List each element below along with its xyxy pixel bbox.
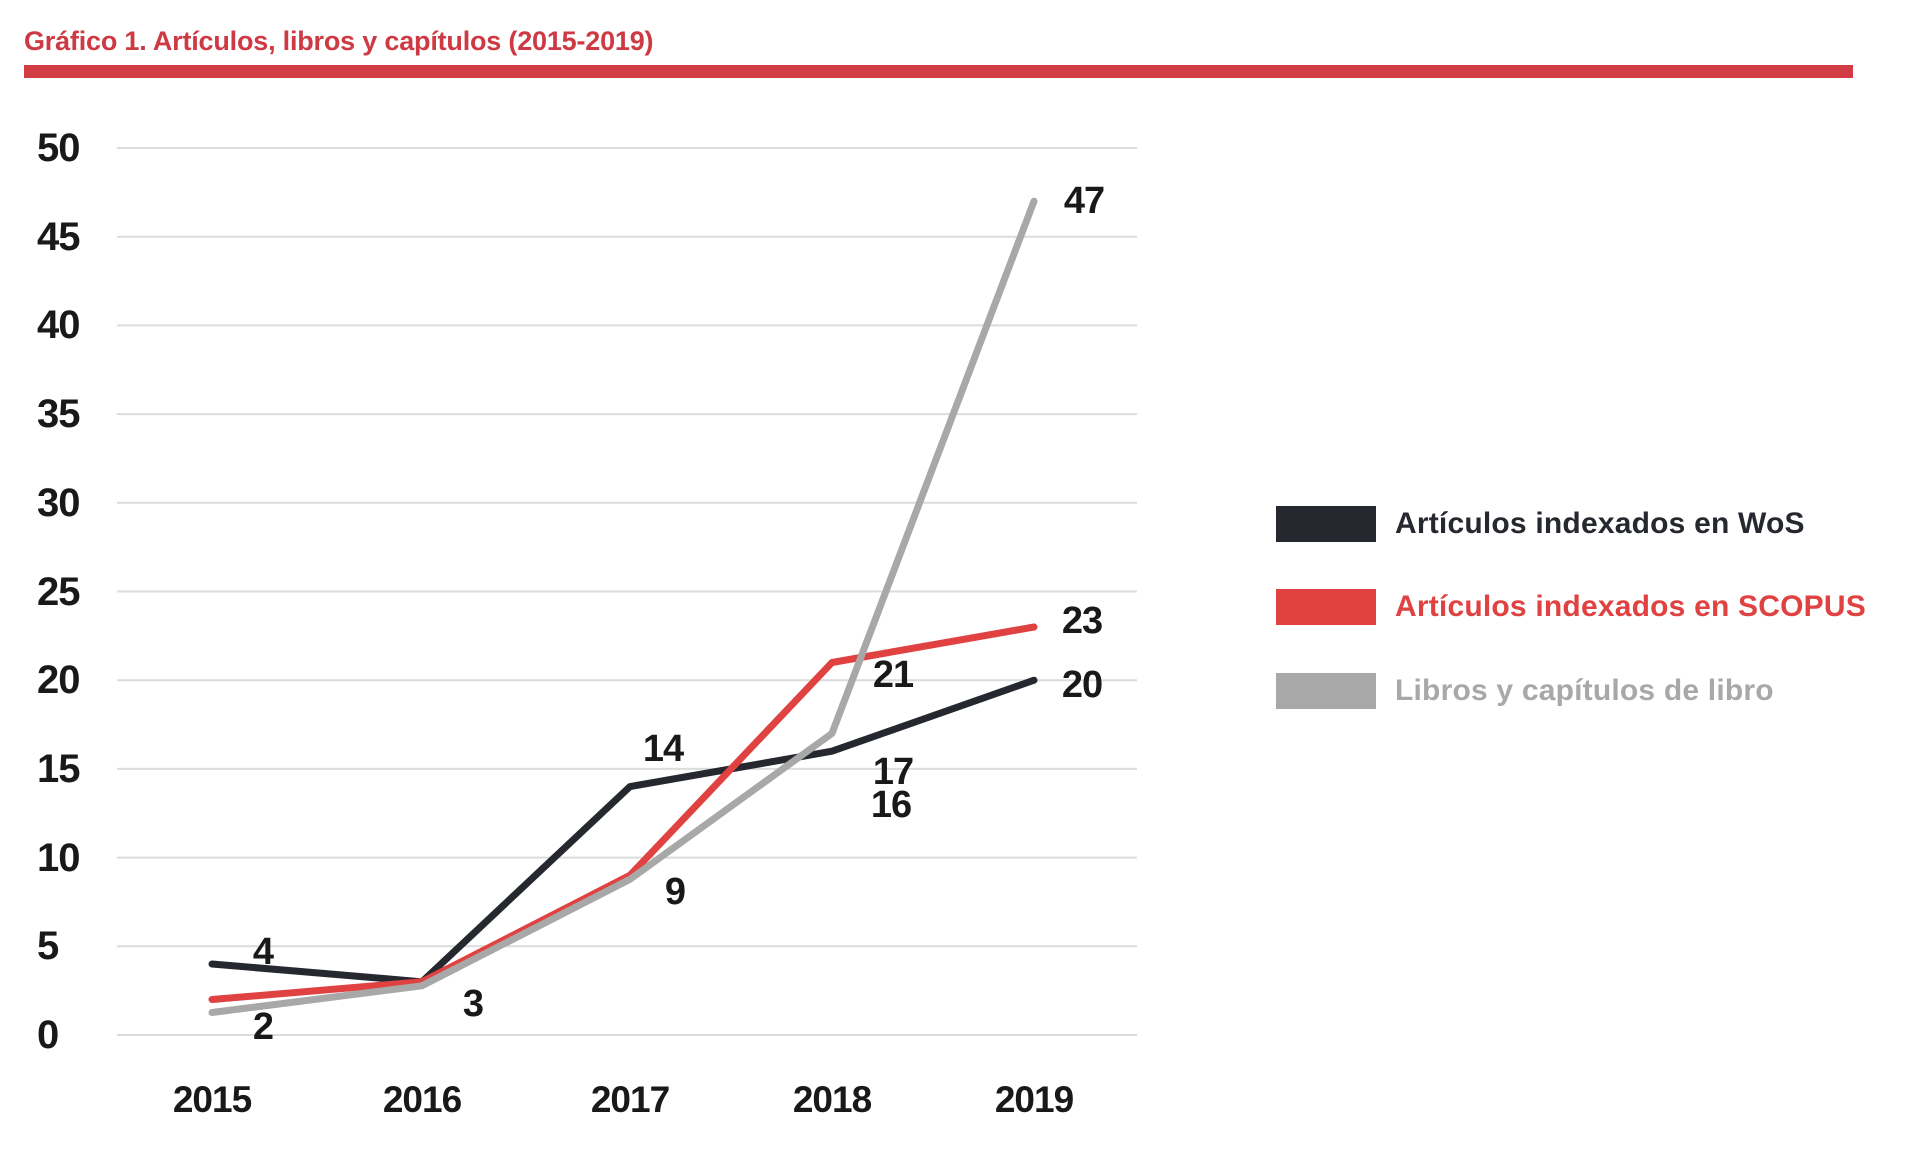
data-label-1-2: 2 (252, 1006, 274, 1048)
legend-swatch-wos (1276, 506, 1376, 542)
y-tick-label-10: 10 (37, 836, 80, 880)
legend-label-wos: Artículos indexados en WoS (1395, 507, 1805, 540)
title-divider-rule (24, 65, 1853, 78)
data-label-6-17: 17 (872, 751, 914, 793)
x-tick-label-2019: 2019 (994, 1079, 1074, 1120)
y-tick-label-50: 50 (37, 126, 80, 170)
series-line-libros (208, 197, 1038, 1016)
y-tick-label-5: 5 (37, 924, 59, 968)
y-tick-label-0: 0 (37, 1013, 59, 1057)
data-label-5-21: 21 (872, 654, 914, 696)
legend-label-libros: Libros y capítulos de libro (1395, 674, 1774, 707)
x-tick-label-2018: 2018 (792, 1079, 872, 1120)
y-tick-label-15: 15 (37, 747, 80, 791)
legend-swatch-libros (1276, 673, 1376, 709)
y-tick-label-40: 40 (37, 303, 80, 347)
data-label-8-47: 47 (1063, 180, 1105, 222)
data-label-4-9: 9 (664, 871, 686, 913)
chart-title: Gráfico 1. Artículos, libros y capítulos… (24, 26, 654, 56)
y-tick-label-20: 20 (37, 658, 80, 702)
y-tick-label-35: 35 (37, 392, 80, 436)
data-label-2-3: 3 (462, 983, 484, 1025)
data-label-0-4: 4 (252, 931, 274, 973)
legend-item-libros: Libros y capítulos de libro (1276, 673, 1774, 709)
legend-label-scopus: Artículos indexados en SCOPUS (1395, 590, 1866, 623)
legend-swatch-scopus (1276, 589, 1376, 625)
x-tick-label-2017: 2017 (590, 1079, 670, 1120)
legend-item-wos: Artículos indexados en WoS (1276, 506, 1805, 542)
y-tick-label-25: 25 (37, 570, 80, 614)
y-tick-label-45: 45 (37, 215, 80, 259)
y-tick-label-30: 30 (37, 481, 80, 525)
data-label-3-14: 14 (642, 728, 684, 770)
x-tick-label-2016: 2016 (382, 1079, 462, 1120)
data-label-7-16: 16 (870, 784, 912, 826)
data-label-10-20: 20 (1061, 664, 1103, 706)
data-label-9-23: 23 (1061, 600, 1103, 642)
x-tick-label-2015: 2015 (172, 1079, 252, 1120)
legend-item-scopus: Artículos indexados en SCOPUS (1276, 589, 1866, 625)
series-line-wos (208, 676, 1038, 986)
